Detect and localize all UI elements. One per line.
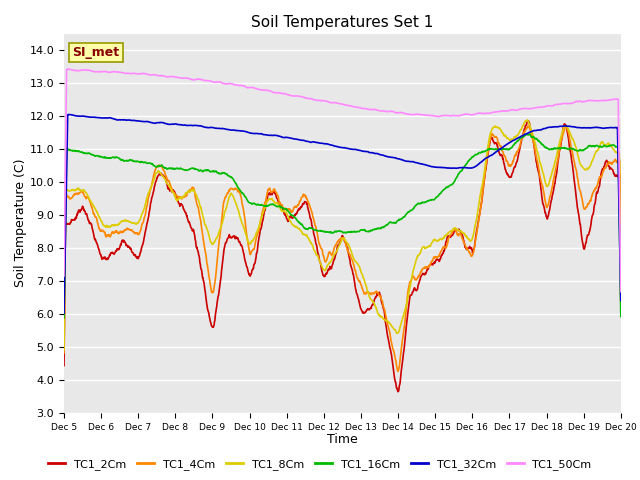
Y-axis label: Soil Temperature (C): Soil Temperature (C) <box>13 159 27 288</box>
Legend: TC1_2Cm, TC1_4Cm, TC1_8Cm, TC1_16Cm, TC1_32Cm, TC1_50Cm: TC1_2Cm, TC1_4Cm, TC1_8Cm, TC1_16Cm, TC1… <box>44 455 596 474</box>
Text: SI_met: SI_met <box>72 47 120 60</box>
Title: Soil Temperatures Set 1: Soil Temperatures Set 1 <box>252 15 433 30</box>
X-axis label: Time: Time <box>327 433 358 446</box>
